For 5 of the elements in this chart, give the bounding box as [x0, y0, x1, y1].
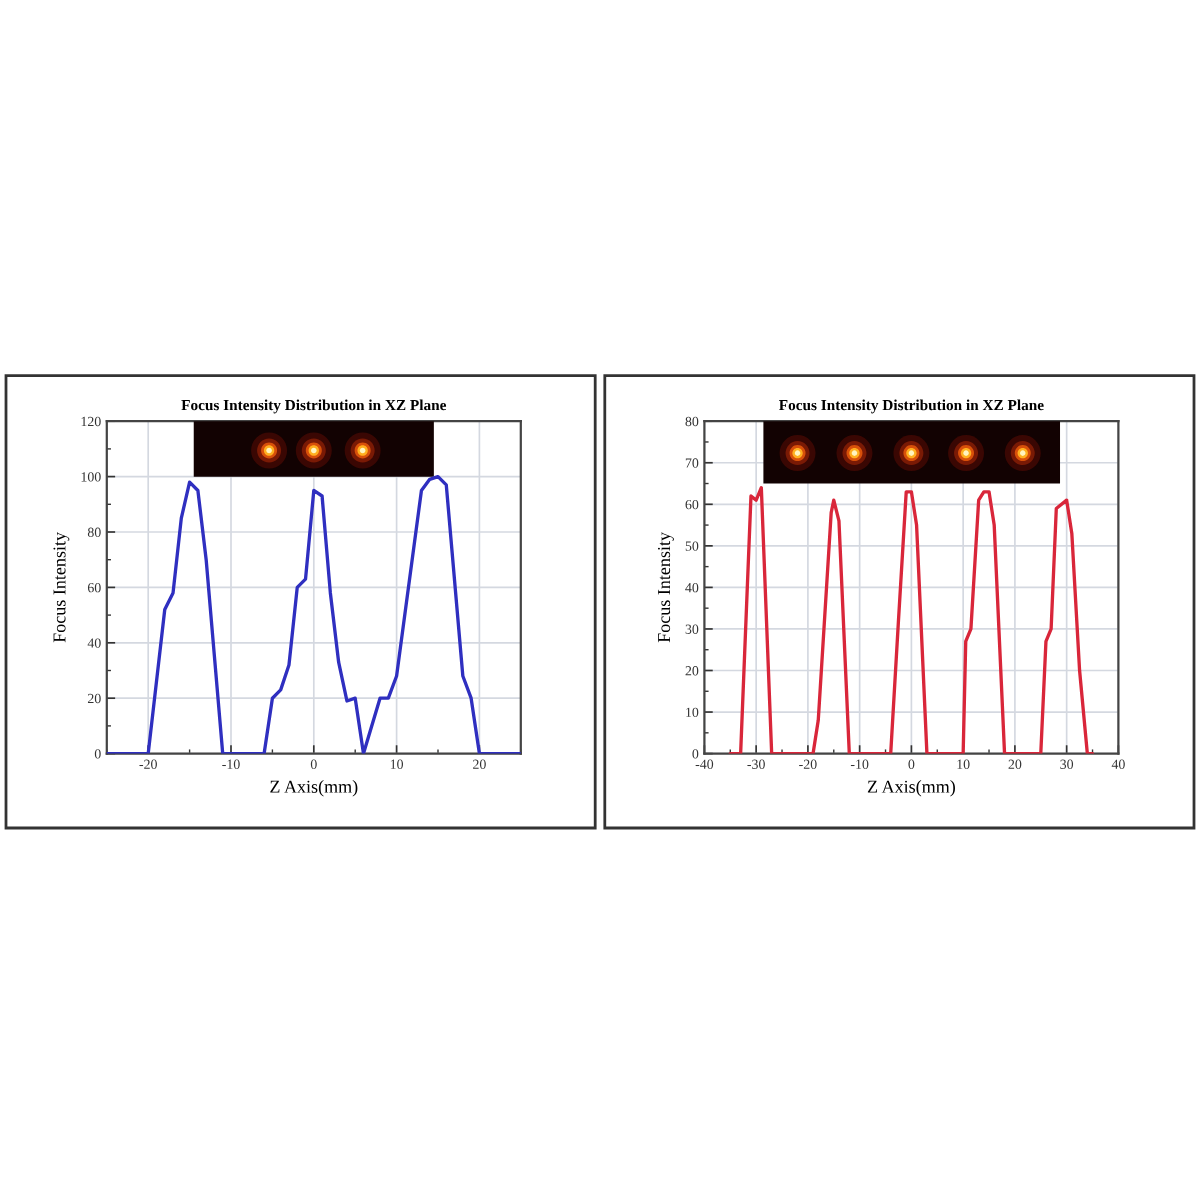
y-axis-title: Focus Intensity: [657, 532, 674, 643]
x-axis-title: Z Axis(mm): [867, 780, 955, 797]
line-series: [728, 486, 1095, 754]
x-axis-title: Z Axis(mm): [270, 780, 358, 797]
y-axis-title: Focus Intensity: [53, 532, 70, 643]
